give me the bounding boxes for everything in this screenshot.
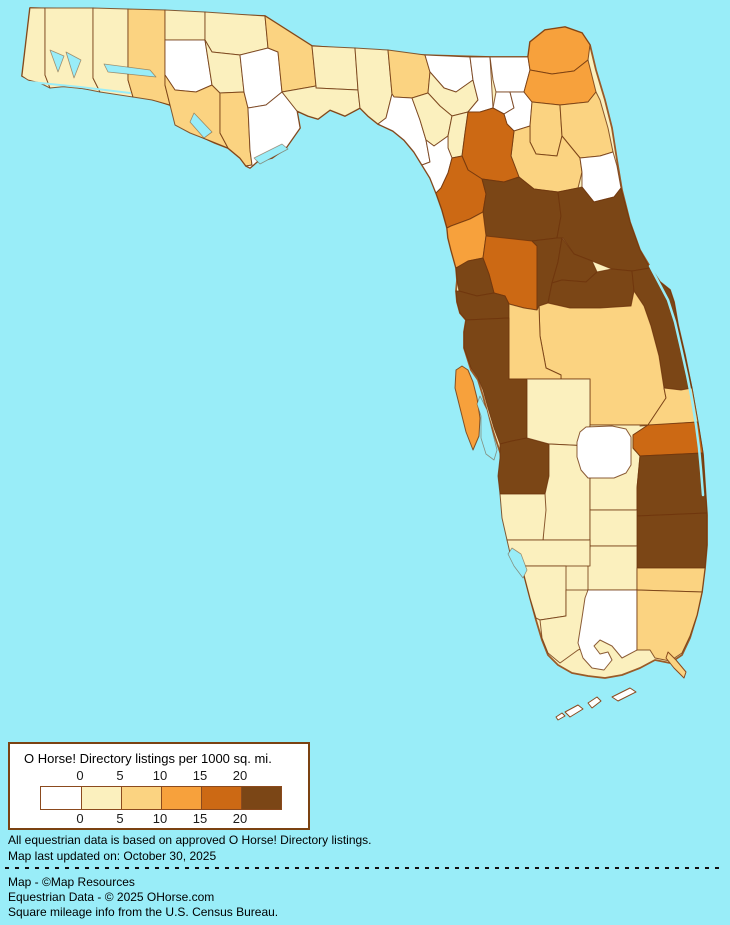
county-palm-beach: Palm Beach <box>636 512 708 569</box>
map-updated-note: Map last updated on: October 30, 2025 <box>8 849 217 863</box>
legend-tick-label: 20 <box>232 768 248 783</box>
county-jefferson: Jefferson <box>354 47 393 125</box>
county-washington: Washington <box>164 39 213 93</box>
census-credit: Square mileage info from the U.S. Census… <box>8 905 279 919</box>
charlotte-harbor <box>507 547 528 579</box>
legend-tick-label: 5 <box>116 811 124 826</box>
intracoastal-lagoon <box>648 264 705 497</box>
data-credit: Equestrian Data - © 2025 OHorse.com <box>8 890 215 904</box>
county-hendry: Hendry <box>587 545 638 591</box>
county-baker: Baker <box>489 56 531 93</box>
county-pinellas: Pinellas <box>454 365 481 451</box>
florida-keys-island <box>611 687 637 702</box>
legend-title: O Horse! Directory listings per 1000 sq.… <box>24 751 272 766</box>
legend-color-scale <box>40 786 282 810</box>
county-okaloosa: Okaloosa <box>92 7 134 98</box>
county-wakulla: Wakulla <box>281 85 361 120</box>
legend-tick-label: 15 <box>192 811 208 826</box>
county-broward: Broward <box>636 567 706 593</box>
legend-tick-label: 0 <box>76 811 84 826</box>
legend-swatch-0-5 <box>81 787 121 809</box>
county-okeechobee: Okeechobee <box>576 425 632 479</box>
florida-keys-island <box>555 712 566 721</box>
county-santa-rosa: Santa Rosa <box>44 7 101 93</box>
county-manatee: Manatee <box>497 437 550 495</box>
county-miami-dade: Miami-Dade <box>636 589 703 662</box>
dashed-separator <box>5 867 725 869</box>
choctawhatchee-bay <box>103 63 157 78</box>
legend-tick-label: 10 <box>152 811 168 826</box>
county-martin: Martin <box>636 452 708 517</box>
county-sarasota: Sarasota <box>499 493 547 541</box>
florida-keys-island <box>564 704 584 718</box>
st-andrew-bay <box>189 112 213 139</box>
county-monroe: Monroe <box>577 589 638 671</box>
legend-swatch-0 <box>41 787 81 809</box>
santa-rosa-sound <box>29 81 131 94</box>
tampa-bay <box>476 395 498 461</box>
county-leon: Leon <box>311 45 359 91</box>
legend-tick-label: 20 <box>232 811 248 826</box>
county-pasco: Pasco <box>455 290 510 321</box>
map-credit: Map - ©Map Resources <box>8 875 135 889</box>
county-walton: Walton <box>127 8 171 106</box>
legend-swatch-20+ <box>241 787 281 809</box>
escambia-bay <box>65 51 82 79</box>
legend-tick-label: 10 <box>152 768 168 783</box>
county-jackson: Jackson <box>204 11 269 56</box>
county-holmes: Holmes <box>164 9 206 41</box>
apalachicola-bay <box>253 143 289 165</box>
legend-swatch-15-20 <box>201 787 241 809</box>
barrier-island <box>665 651 687 679</box>
data-source-note: All equestrian data is based on approved… <box>8 833 372 847</box>
county-clay: Clay <box>529 101 563 157</box>
legend-box: O Horse! Directory listings per 1000 sq.… <box>8 742 310 830</box>
legend-tick-label: 0 <box>76 768 84 783</box>
county-hillsborough: Hillsborough <box>463 317 528 445</box>
legend-ticks-bottom: 0 5 10 15 20 <box>10 811 308 826</box>
pensacola-bay <box>49 49 65 73</box>
legend-swatch-10-15 <box>161 787 201 809</box>
legend-swatch-5-10 <box>121 787 161 809</box>
legend-tick-label: 15 <box>192 768 208 783</box>
legend-ticks-top: 0 5 10 15 20 <box>10 768 308 783</box>
florida-keys-island <box>587 696 602 709</box>
county-madison: Madison <box>387 49 431 99</box>
legend-tick-label: 5 <box>116 768 124 783</box>
county-glades: Glades <box>589 509 638 547</box>
